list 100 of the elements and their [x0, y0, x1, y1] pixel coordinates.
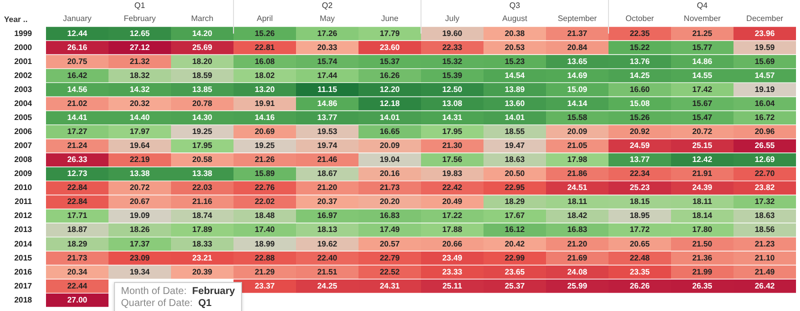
data-label: 16.26 [380, 70, 400, 80]
data-label: 14.41 [67, 112, 88, 122]
data-label: 22.84 [67, 183, 88, 192]
data-label: 18.63 [754, 211, 776, 220]
annotation: Month of Date: February [121, 286, 235, 298]
y-axis-title: Year .. [4, 15, 28, 24]
data-label: 22.03 [192, 183, 213, 192]
data-label: 22.34 [630, 169, 650, 178]
y-tick-label: 2017 [14, 281, 33, 290]
data-label: 20.65 [630, 239, 650, 248]
data-label: 20.67 [130, 197, 150, 206]
data-label: 22.99 [504, 253, 526, 262]
data-label: 15.09 [567, 84, 588, 94]
data-label: 24.31 [380, 281, 400, 290]
y-tick-label: 2009 [14, 169, 33, 178]
data-label: 16.04 [754, 98, 776, 108]
data-label: 21.25 [692, 28, 713, 38]
data-label: 26.35 [692, 281, 713, 290]
text: Q1 [134, 1, 146, 10]
data-label: 15.47 [692, 112, 713, 122]
data-label: 16.12 [504, 225, 526, 234]
data-label: 16.97 [317, 211, 338, 220]
data-label: 20.57 [380, 239, 400, 248]
data-label: 19.25 [254, 141, 276, 150]
data-label: 21.86 [567, 169, 588, 178]
data-label: 21.49 [754, 267, 776, 276]
data-label: 20.53 [504, 42, 526, 52]
data-label: 18.56 [754, 225, 776, 234]
x-tick-label: March [191, 14, 214, 24]
data-label: 20.37 [317, 197, 338, 206]
data-label: 17.95 [192, 141, 213, 150]
data-label: 17.88 [442, 225, 463, 234]
data-label: 22.44 [67, 281, 88, 290]
data-label: 24.59 [630, 141, 650, 150]
data-label: 17.40 [254, 225, 276, 234]
data-label: 19.60 [442, 28, 463, 38]
y-tick-label: 2008 [14, 155, 33, 164]
data-label: 20.32 [130, 98, 150, 108]
data-label: 17.67 [504, 211, 526, 220]
data-label: 18.02 [254, 70, 276, 80]
x-tick-label: November [684, 14, 722, 24]
data-label: 12.50 [442, 84, 463, 94]
data-label: 14.01 [380, 112, 400, 122]
data-label: 19.83 [442, 169, 463, 178]
x-tick-label: July [445, 14, 460, 24]
x-tick-label: October [626, 14, 654, 24]
data-label: 16.83 [567, 225, 588, 234]
x-tick-label: December [746, 14, 784, 24]
data-label: 17.98 [567, 155, 588, 164]
data-label: 24.51 [567, 183, 588, 192]
data-label: 18.95 [630, 211, 650, 220]
x-tick-label: June [381, 14, 399, 24]
data-label: 23.35 [630, 267, 650, 276]
data-label: 17.37 [130, 239, 150, 248]
data-label: 15.22 [630, 42, 650, 52]
data-label: 12.65 [130, 28, 150, 38]
data-label: 18.29 [67, 239, 88, 248]
data-label: 22.19 [130, 155, 150, 164]
x-tick-label: August [502, 14, 528, 24]
data-label: 23.65 [504, 267, 526, 276]
data-label: 17.89 [192, 225, 213, 234]
data-label: 19.91 [254, 98, 276, 108]
data-label: 20.69 [254, 127, 276, 136]
data-label: 22.52 [380, 267, 400, 276]
data-label: 13.89 [504, 84, 526, 94]
data-label: 13.60 [504, 98, 526, 108]
data-label: 13.08 [442, 98, 463, 108]
data-label: 13.85 [192, 84, 213, 94]
data-label: 18.48 [254, 211, 276, 220]
data-label: 17.72 [630, 225, 650, 234]
data-label: 23.37 [254, 281, 276, 290]
data-label: 14.57 [754, 70, 776, 80]
data-label: 13.77 [630, 155, 650, 164]
data-label: 12.44 [67, 28, 88, 38]
data-label: 19.62 [317, 239, 338, 248]
data-label: 20.84 [567, 42, 588, 52]
data-label: 20.96 [754, 127, 776, 136]
data-label: 22.95 [504, 183, 526, 192]
data-label: 27.00 [67, 295, 88, 304]
x-tick-label: May [320, 14, 335, 24]
data-label: 18.59 [192, 70, 213, 80]
data-label: 22.70 [754, 169, 776, 178]
y-tick-label: 2011 [14, 197, 33, 206]
data-label: 15.67 [692, 98, 713, 108]
data-label: 21.73 [380, 183, 400, 192]
data-label: 18.11 [567, 197, 588, 206]
data-label: 15.08 [630, 98, 650, 108]
data-label: 16.83 [380, 211, 400, 220]
x-tick-label: February [124, 14, 156, 24]
data-label: 12.69 [754, 155, 776, 164]
data-label: 18.55 [504, 127, 526, 136]
y-tick-label: 2010 [14, 183, 33, 192]
data-label: 18.74 [192, 211, 213, 220]
data-label: 26.42 [754, 281, 776, 290]
data-label: 17.49 [380, 225, 400, 234]
data-label: 23.96 [754, 28, 776, 38]
data-label: 15.39 [442, 70, 463, 80]
data-label: 21.16 [192, 197, 213, 206]
data-label: 21.99 [692, 267, 713, 276]
data-label: 19.09 [130, 211, 150, 220]
